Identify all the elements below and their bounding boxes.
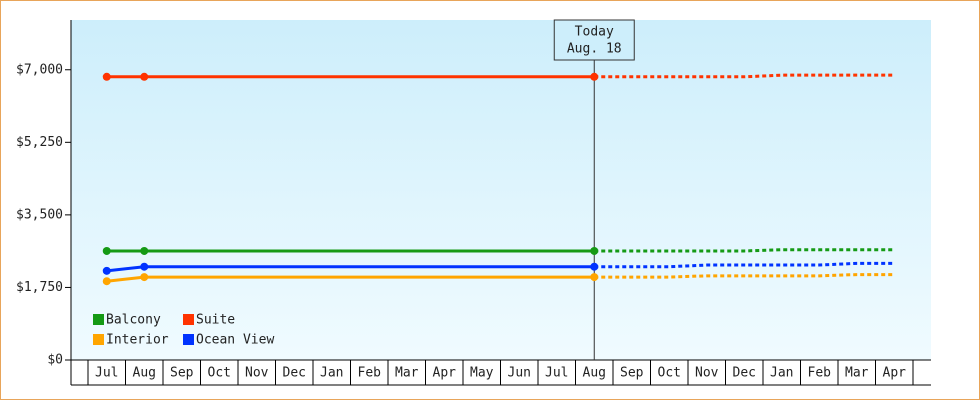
x-tick-label: Apr [433, 366, 457, 381]
y-tick-label: $0 [47, 353, 63, 368]
x-tick-label: Oct [658, 366, 681, 381]
point [102, 266, 111, 275]
today-title: Today [575, 25, 614, 40]
history-line [106, 275, 595, 283]
today-box [553, 19, 635, 61]
x-tick-label: Dec [733, 366, 756, 381]
legend-swatch [93, 314, 104, 325]
point [590, 72, 599, 81]
x-tick-label: Mar [395, 366, 419, 381]
x-tick-label: May [470, 366, 494, 381]
point [140, 72, 149, 81]
legend-swatch [93, 334, 104, 345]
x-tick-label: Sep [170, 366, 194, 381]
x-tick-label: Sep [620, 366, 644, 381]
point [140, 262, 149, 271]
today-date: Aug. 18 [567, 42, 622, 57]
x-tick-label: Apr [883, 366, 907, 381]
x-tick-label: Feb [358, 366, 382, 381]
y-tick-label: $5,250 [16, 135, 63, 150]
x-tick-label: Jan [770, 366, 793, 381]
x-tick-label: Nov [245, 366, 269, 381]
point [590, 273, 599, 282]
point [102, 246, 111, 255]
legend-label: Balcony [106, 313, 161, 328]
y-tick-label: $3,500 [16, 207, 63, 222]
history-line [106, 265, 595, 273]
forecast-line [594, 273, 895, 279]
legend-swatch [183, 334, 194, 345]
point [140, 246, 149, 255]
legend-label: Suite [196, 313, 235, 328]
y-tick-label: $7,000 [16, 62, 63, 77]
point [590, 262, 599, 271]
forecast-line [594, 73, 895, 79]
x-tick-label: Aug [133, 366, 156, 381]
x-tick-label: Jun [508, 366, 531, 381]
point [590, 246, 599, 255]
x-tick-label: Jul [545, 366, 568, 381]
x-tick-label: Jan [320, 366, 343, 381]
legend-label: Interior [106, 333, 169, 348]
x-tick-label: Feb [808, 366, 832, 381]
point [140, 273, 149, 282]
x-tick-label: Oct [208, 366, 231, 381]
point [102, 277, 111, 286]
x-tick-label: Nov [695, 366, 719, 381]
forecast-line [594, 248, 895, 253]
legend-swatch [183, 314, 194, 325]
forecast-line [594, 261, 895, 269]
y-tick-label: $1,750 [16, 280, 63, 295]
x-tick-label: Aug [583, 366, 606, 381]
x-tick-label: Jul [95, 366, 118, 381]
legend-label: Ocean View [196, 333, 274, 348]
x-tick-label: Dec [283, 366, 306, 381]
point [102, 72, 111, 81]
plot-area [71, 20, 931, 360]
x-tick-label: Mar [845, 366, 869, 381]
